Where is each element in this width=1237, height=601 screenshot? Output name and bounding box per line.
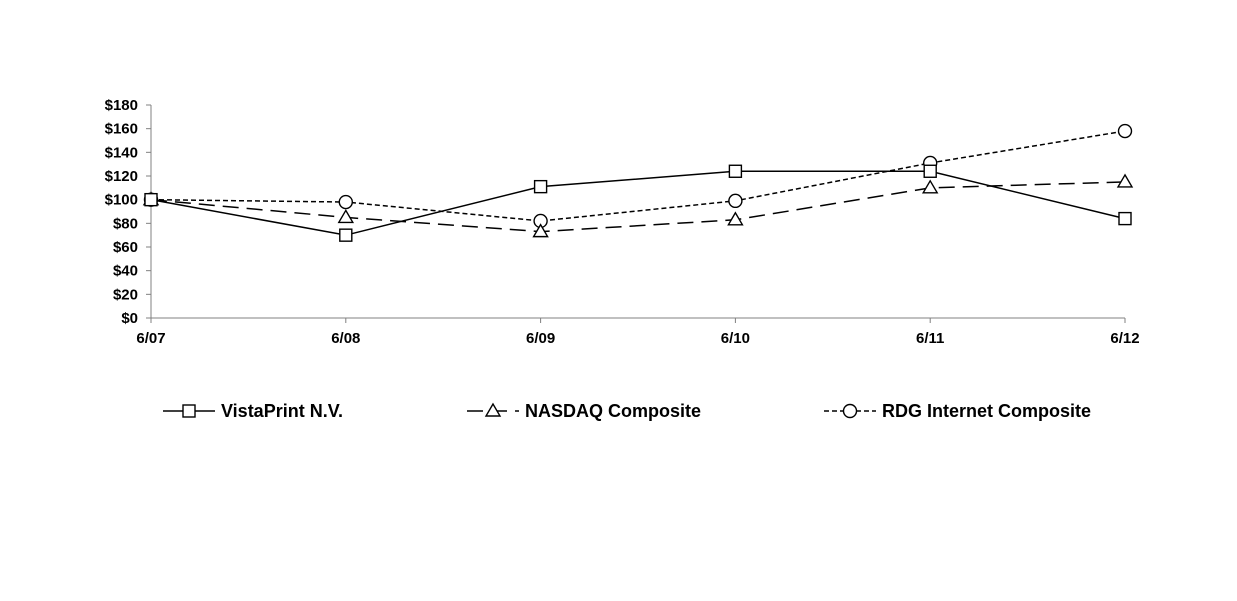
series-line	[150, 130, 1126, 222]
data-point-square	[339, 228, 353, 242]
data-point-circle	[728, 193, 743, 209]
y-tick-label: $180	[105, 97, 138, 114]
legend-label: RDG Internet Composite	[882, 401, 1091, 421]
data-point-triangle	[727, 211, 744, 226]
data-point-square	[533, 179, 548, 194]
x-tick-label: 6/08	[331, 330, 360, 347]
data-point-circle	[1117, 123, 1133, 139]
x-tick-label: 6/10	[721, 330, 750, 347]
y-tick-label: $120	[105, 168, 138, 185]
data-point-triangle	[337, 209, 355, 224]
y-tick-label: $20	[113, 286, 138, 303]
data-point-square	[1118, 211, 1132, 226]
chart-axes: $0 $20 $40 $60 $80 $100 $120 $140 $160 $180 6/07 6/…	[105, 97, 1140, 347]
x-tick-label: 6/07	[136, 330, 165, 347]
data-point-triangle	[921, 179, 939, 194]
y-tick-label: $100	[105, 192, 138, 209]
y-tick-label: $40	[113, 263, 138, 280]
series-layer	[142, 123, 1134, 242]
legend-label: NASDAQ Composite	[525, 401, 701, 421]
data-point-circle	[338, 194, 353, 210]
y-tick-label: $80	[113, 215, 138, 232]
legend-label: VistaPrint N.V.	[221, 401, 343, 421]
data-point-square	[728, 164, 743, 178]
x-tick-label: 6/12	[1110, 330, 1139, 347]
series-line	[150, 170, 1126, 236]
legend-marker-triangle	[484, 402, 502, 417]
data-point-triangle	[1116, 173, 1134, 188]
data-point-square	[144, 192, 158, 207]
y-tick-label: $0	[121, 310, 138, 327]
series-line	[150, 181, 1126, 233]
data-point-triangle	[532, 223, 549, 238]
x-tick-label: 6/11	[916, 330, 944, 347]
x-tick-label: 6/09	[526, 330, 555, 347]
series-square	[144, 164, 1132, 242]
data-point-square	[923, 164, 937, 178]
chart-legend: VistaPrint N.V. NASDAQ Composite RDG Inter…	[163, 401, 1091, 421]
legend-item: VistaPrint N.V.	[163, 401, 343, 421]
legend-marker-circle	[842, 403, 858, 419]
y-tick-label: $160	[105, 121, 138, 138]
legend-item: RDG Internet Composite	[824, 401, 1091, 421]
y-tick-label: $140	[105, 144, 138, 161]
legend-item: NASDAQ Composite	[467, 401, 701, 421]
y-tick-label: $60	[113, 239, 138, 256]
series-circle	[143, 123, 1133, 229]
legend-marker-square	[182, 404, 196, 418]
